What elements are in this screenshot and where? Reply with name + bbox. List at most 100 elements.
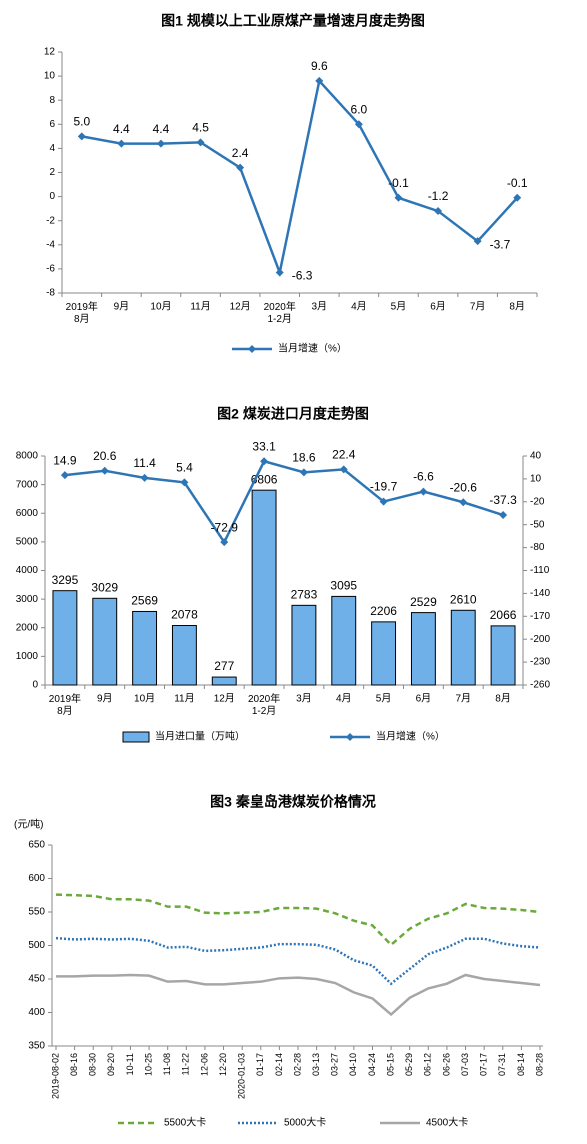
y-tick-label: 12 [44, 47, 56, 58]
data-label: -0.1 [507, 176, 528, 190]
y-tick-label: 450 [28, 974, 45, 985]
marker [434, 207, 443, 216]
data-label: 20.6 [93, 449, 117, 463]
y-tick-label: 3000 [16, 594, 39, 605]
bar [490, 625, 516, 686]
marker [513, 193, 522, 202]
x-tick-label: 6月 [430, 301, 446, 313]
x-tick-label: 07-31 [497, 1053, 507, 1076]
y-tick-label: 8000 [16, 451, 39, 462]
x-tick-label: 8月 [495, 693, 511, 705]
y2-tick-label: 40 [530, 451, 542, 462]
x-tick-label: 02-28 [292, 1053, 302, 1076]
legend-label: 当月增速（%） [376, 730, 445, 743]
data-label: 22.4 [332, 448, 356, 462]
bar [132, 610, 158, 686]
x-tick-label: 8月 [509, 301, 525, 313]
x-tick-label: 4月 [336, 693, 352, 705]
y-axis-label: (元/吨) [14, 818, 43, 831]
bar [410, 612, 436, 686]
data-label: 5.4 [176, 461, 193, 475]
bar [331, 595, 357, 686]
y2-tick-label: -110 [530, 565, 550, 576]
bar-label: 2066 [490, 608, 517, 622]
data-label: -19.7 [370, 480, 398, 494]
data-label: -1.2 [428, 189, 449, 203]
bar-label: 3095 [330, 579, 357, 593]
x-tick-label: 4月 [351, 301, 367, 313]
x-tick-label: 3月 [296, 693, 312, 705]
data-label: 6.0 [351, 102, 368, 116]
x-tick-label: 05-15 [385, 1053, 395, 1076]
y-tick-label: 2000 [16, 622, 39, 633]
bar-label: 2206 [370, 604, 397, 618]
x-tick-label: 06-26 [441, 1053, 451, 1076]
marker [379, 497, 388, 506]
x-tick-label: 11-22 [181, 1053, 191, 1075]
marker [473, 237, 482, 246]
x-tick-label: 10月 [150, 301, 171, 313]
bar [450, 609, 476, 686]
marker [220, 538, 229, 547]
x-tick-label: 07-17 [479, 1053, 489, 1076]
y-tick-label: 5000 [16, 537, 39, 548]
marker [60, 471, 69, 480]
bar-label: 2610 [450, 592, 477, 606]
data-label: -6.3 [292, 269, 313, 283]
y-tick-label: 8 [49, 95, 55, 106]
x-tick-label: 11月 [174, 693, 194, 705]
bar-label: 2529 [410, 595, 437, 609]
x-tick-label: 3月 [312, 301, 328, 313]
y2-tick-label: -50 [530, 519, 545, 530]
y2-tick-label: 10 [530, 474, 542, 485]
y-tick-label: -4 [46, 239, 55, 250]
x-tick-label: 08-14 [516, 1053, 526, 1076]
marker [394, 193, 403, 202]
line [56, 973, 541, 1017]
x-tick-label: 01-17 [255, 1053, 265, 1076]
data-label: -0.1 [388, 176, 409, 190]
chart-title: 图3 秦皇岛港煤炭价格情况 [210, 794, 376, 810]
y2-tick-label: -80 [530, 542, 545, 553]
data-label: -3.7 [490, 237, 511, 251]
x-tick-label: 9月 [114, 301, 130, 313]
y-tick-label: 6 [49, 119, 55, 130]
x-tick-label: 5月 [391, 301, 407, 313]
line [55, 893, 541, 947]
y-tick-label: -6 [46, 264, 55, 275]
x-tick-label: 10月 [134, 693, 155, 705]
y2-tick-label: -20 [530, 496, 545, 507]
y-tick-label: -2 [46, 215, 55, 226]
x-tick-label: 03-27 [330, 1053, 340, 1076]
marker [196, 138, 205, 147]
bar-label: 3029 [91, 580, 118, 594]
marker [354, 120, 363, 129]
x-tick-label: 2019年 8月 [66, 300, 98, 325]
data-label: -37.3 [489, 493, 517, 507]
y-tick-label: -8 [46, 288, 55, 299]
data-label: -72.9 [211, 520, 239, 534]
x-tick-label: 2019-08-02 [50, 1053, 60, 1099]
data-label: 5.0 [73, 115, 90, 129]
marker [77, 132, 86, 141]
x-tick-label: 12-20 [218, 1053, 228, 1076]
x-tick-label: 2019年 8月 [49, 692, 81, 717]
marker [315, 76, 324, 85]
marker [140, 473, 149, 482]
x-tick-label: 08-16 [69, 1053, 79, 1076]
marker [499, 511, 508, 520]
x-tick-label: 12月 [230, 301, 251, 313]
y-tick-label: 7000 [16, 479, 39, 490]
y-tick-label: 0 [32, 680, 38, 691]
x-tick-label: 2020年 1-2月 [248, 692, 280, 717]
legend-swatch [122, 731, 150, 743]
x-tick-label: 9月 [97, 693, 113, 705]
marker [299, 468, 308, 477]
data-label: 33.1 [252, 439, 276, 453]
chart-title: 图2 煤炭进口月度走势图 [217, 406, 369, 422]
data-label: 4.5 [192, 121, 209, 135]
y-tick-label: 10 [44, 71, 56, 82]
x-tick-label: 11月 [190, 301, 210, 313]
data-label: 18.6 [292, 451, 316, 465]
